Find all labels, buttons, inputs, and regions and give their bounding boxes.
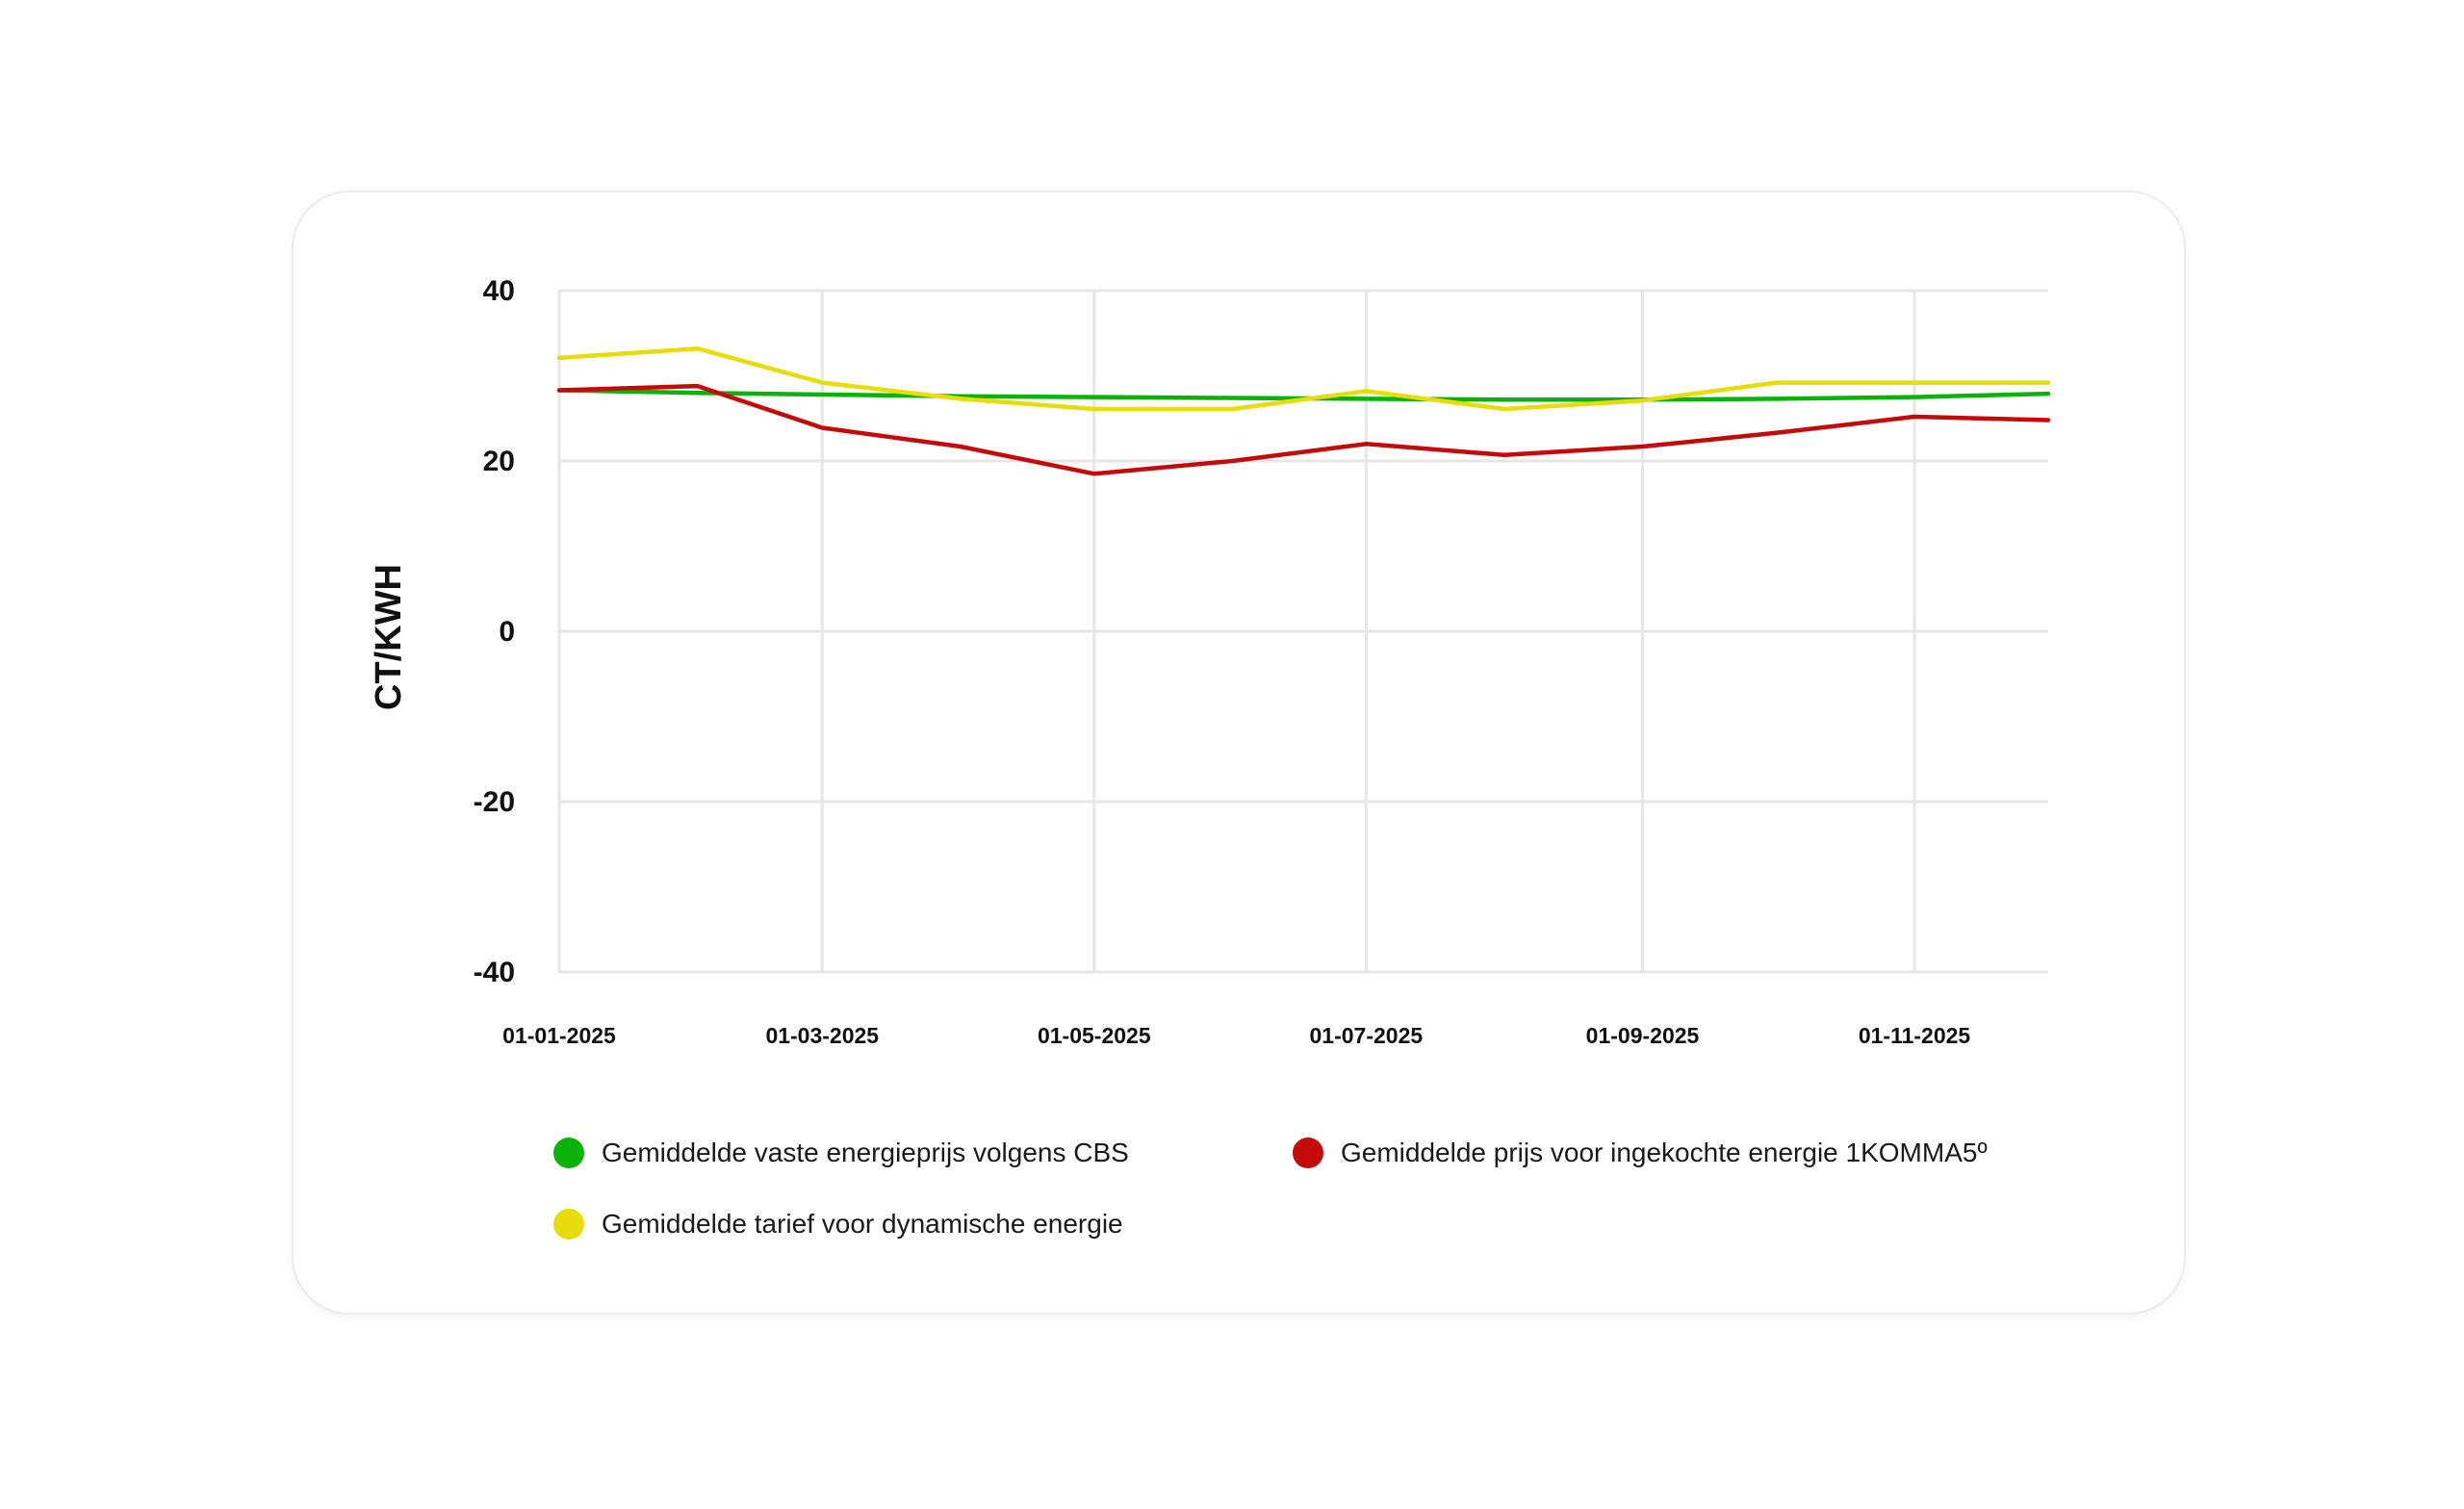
legend-item-cbs[interactable]: Gemiddelde vaste energieprijs volgens CB…	[553, 1134, 1129, 1172]
legend-item-dynamic[interactable]: Gemiddelde tarief voor dynamische energi…	[553, 1205, 1123, 1243]
y-tick-label: 0	[499, 616, 515, 648]
y-axis-title: CT/KWH	[369, 564, 409, 710]
y-tick-label: -40	[474, 957, 515, 988]
legend-item-1komma5[interactable]: Gemiddelde prijs voor ingekochte energie…	[1293, 1134, 1988, 1172]
legend-label: Gemiddelde prijs voor ingekochte energie…	[1341, 1138, 1988, 1167]
axis-labels: CT/KWH 40 20 0 -20 -40 01-01-2025 01-03-2025 01…	[369, 275, 1970, 1048]
x-tick-label: 01-05-2025	[1038, 1023, 1151, 1048]
chart-card	[294, 192, 2184, 1313]
x-tick-label: 01-11-2025	[1859, 1023, 1971, 1048]
series-line-2[interactable]	[556, 345, 2051, 412]
x-tick-label: 01-09-2025	[1586, 1023, 1700, 1048]
grid-lines	[557, 289, 2048, 974]
axes	[557, 291, 2048, 974]
x-tick-label: 01-01-2025	[502, 1023, 616, 1048]
y-tick-label: 20	[483, 446, 515, 477]
y-tick-label: -20	[474, 786, 515, 818]
legend-dot-green	[553, 1138, 584, 1168]
legend-dot-red	[1293, 1138, 1323, 1168]
legend-label: Gemiddelde tarief voor dynamische energi…	[602, 1209, 1123, 1239]
x-tick-label: 01-07-2025	[1310, 1023, 1424, 1048]
series-lines	[556, 345, 2051, 476]
series-line-1[interactable]	[556, 383, 2051, 476]
y-tick-label: 40	[483, 275, 515, 307]
legend-label: Gemiddelde vaste energieprijs volgens CB…	[602, 1138, 1129, 1167]
legend: Gemiddelde vaste energieprijs volgens CB…	[553, 1134, 2055, 1278]
legend-dot-yellow	[553, 1209, 584, 1240]
x-tick-label: 01-03-2025	[765, 1023, 879, 1048]
